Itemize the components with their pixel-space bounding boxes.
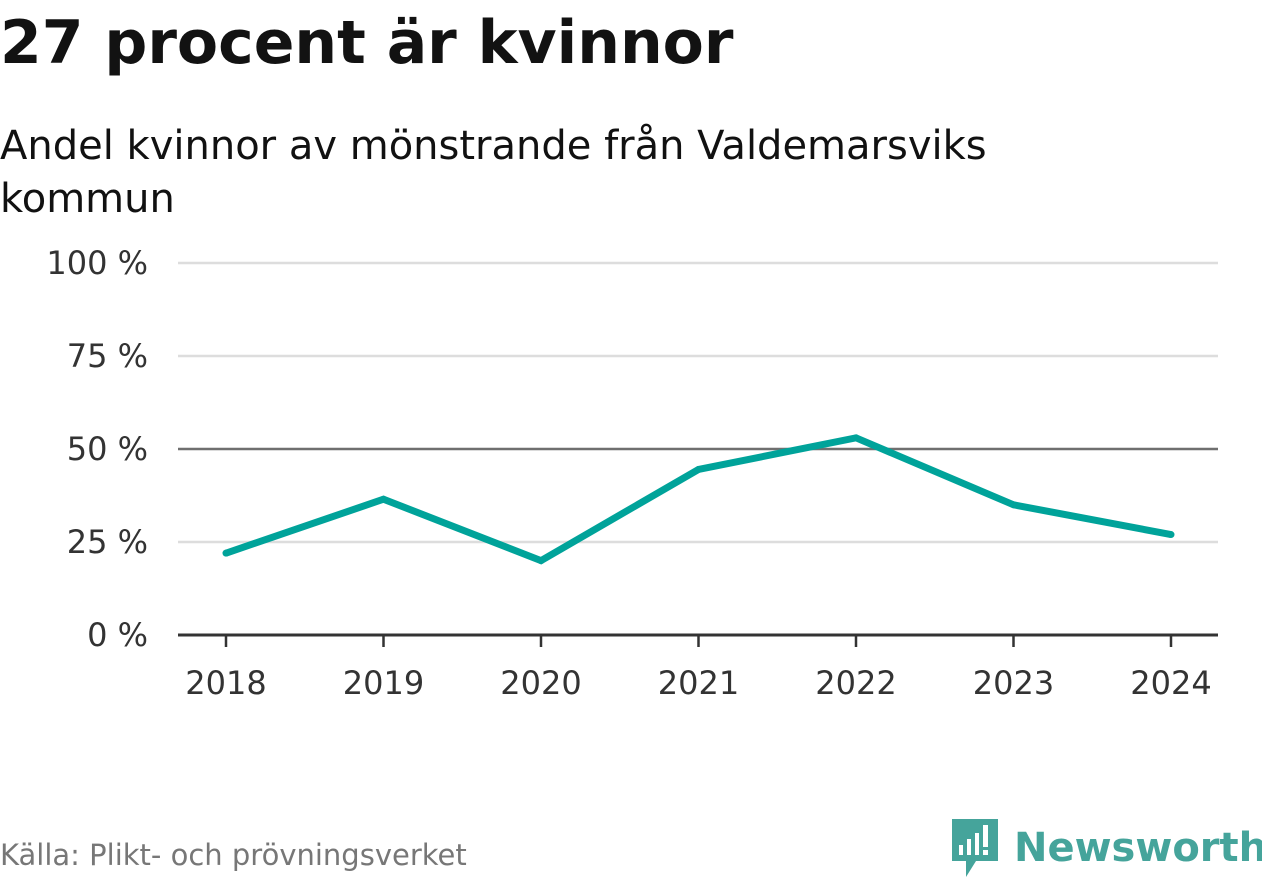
y-tick-label: 0 %: [87, 616, 148, 654]
y-tick-label: 25 %: [67, 523, 148, 561]
data-point-2022: [853, 434, 860, 441]
x-tick-label: 2018: [185, 664, 266, 702]
y-tick-label: 50 %: [67, 430, 148, 468]
series-layer: [223, 434, 1175, 564]
y-axis-ticks: 0 % 25 % 50 % 75 % 100 %: [46, 244, 148, 654]
data-point-2023: [1010, 501, 1017, 508]
data-point-2024: [1168, 531, 1175, 538]
source-note: Källa: Plikt- och prövningsverket: [0, 838, 467, 872]
y-tick-label: 100 %: [46, 244, 148, 282]
newsworthy-logo-icon: [950, 817, 1000, 879]
y-tick-label: 75 %: [67, 337, 148, 375]
x-tick-label: 2024: [1130, 664, 1211, 702]
x-tick-label: 2023: [973, 664, 1054, 702]
data-point-2021: [695, 466, 702, 473]
data-point-2019: [380, 496, 387, 503]
line-chart: 0 % 25 % 50 % 75 % 100 % 2018 2019 2020 2021 202…: [0, 0, 1262, 879]
data-point-2018: [223, 550, 230, 557]
data-point-2020: [538, 557, 545, 564]
grid-lines: [178, 263, 1218, 542]
x-tick-label: 2020: [500, 664, 581, 702]
x-tick-label: 2022: [815, 664, 896, 702]
newsworthy-logo: Newsworthy: [950, 818, 1262, 878]
logo-text: Newsworthy: [1014, 825, 1262, 871]
x-axis-ticks: 2018 2019 2020 2021 2022 2023 2024: [185, 635, 1211, 702]
x-tick-label: 2019: [343, 664, 424, 702]
x-tick-label: 2021: [658, 664, 739, 702]
